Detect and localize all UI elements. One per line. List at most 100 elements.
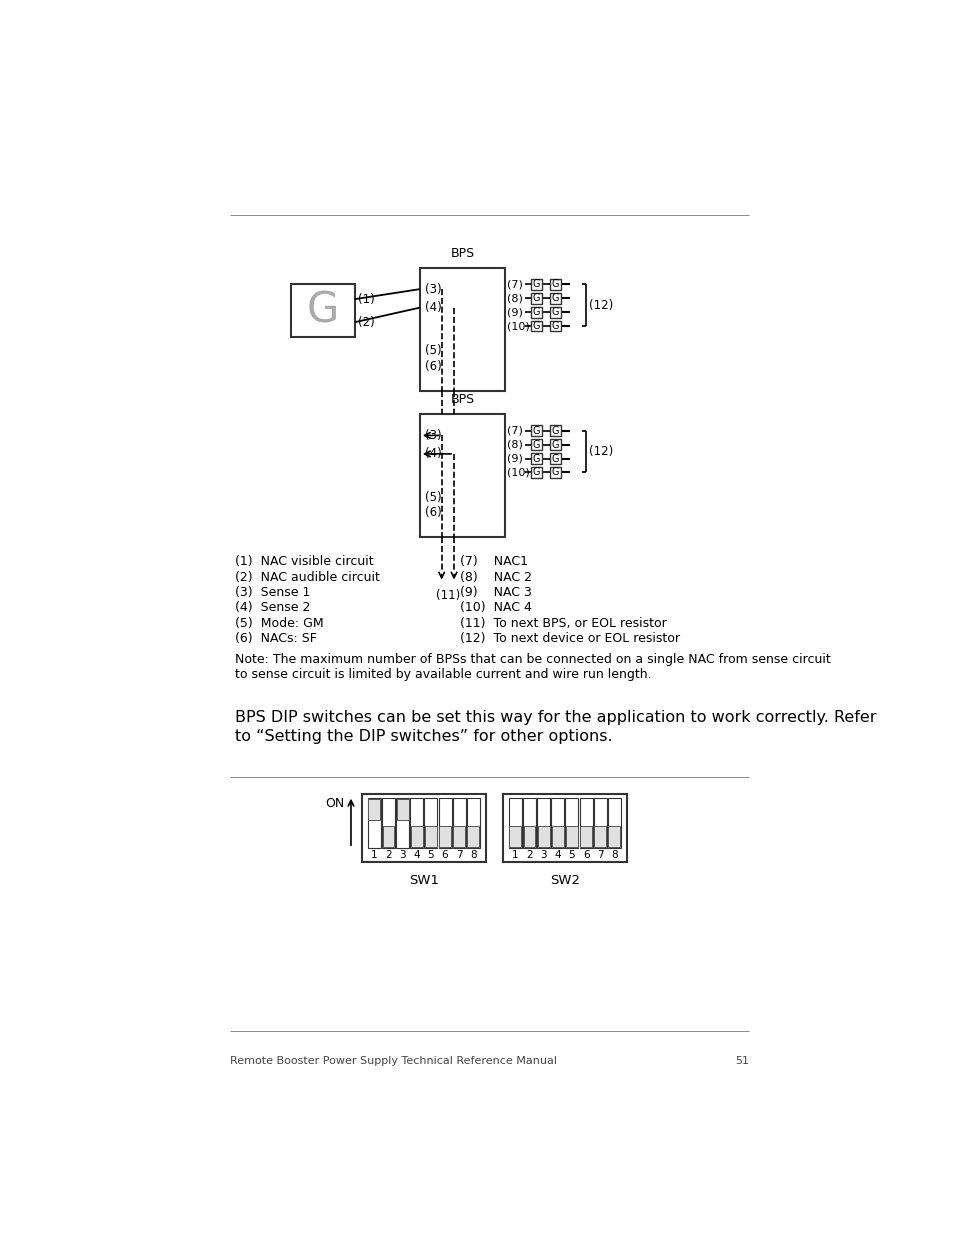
Text: ON: ON xyxy=(325,798,344,810)
Text: G: G xyxy=(532,294,539,304)
Text: G: G xyxy=(551,308,558,317)
Bar xyxy=(550,453,560,464)
Text: (3): (3) xyxy=(424,429,440,442)
Text: G: G xyxy=(532,308,539,317)
Text: 1: 1 xyxy=(512,850,518,860)
Bar xyxy=(550,425,560,436)
Text: (8): (8) xyxy=(506,440,522,450)
Text: 1: 1 xyxy=(371,850,377,860)
Text: (9): (9) xyxy=(506,308,522,317)
Text: 6: 6 xyxy=(582,850,589,860)
Text: (1)  NAC visible circuit: (1) NAC visible circuit xyxy=(235,556,374,568)
Bar xyxy=(381,798,395,848)
Bar xyxy=(419,414,505,537)
Text: G: G xyxy=(551,294,558,304)
Bar xyxy=(410,798,423,848)
Bar xyxy=(608,826,619,847)
Bar xyxy=(550,321,560,331)
Bar xyxy=(382,826,394,847)
Text: (4): (4) xyxy=(424,301,441,314)
Bar xyxy=(550,279,560,290)
Text: SW1: SW1 xyxy=(409,874,438,887)
Text: G: G xyxy=(551,321,558,331)
Text: (10): (10) xyxy=(506,467,529,478)
Bar xyxy=(466,798,479,848)
Bar xyxy=(565,826,578,847)
Text: G: G xyxy=(532,279,539,289)
Bar xyxy=(565,798,578,848)
Text: BPS: BPS xyxy=(450,393,475,406)
Bar xyxy=(467,826,478,847)
Bar xyxy=(550,306,560,317)
Text: (6)  NACs: SF: (6) NACs: SF xyxy=(235,632,317,645)
Text: 7: 7 xyxy=(456,850,462,860)
Text: (5)  Mode: GM: (5) Mode: GM xyxy=(235,616,324,630)
Bar xyxy=(411,826,422,847)
Bar xyxy=(530,306,541,317)
Bar xyxy=(509,826,520,847)
Bar xyxy=(424,826,436,847)
Bar xyxy=(579,826,592,847)
Text: (6): (6) xyxy=(424,506,441,519)
Bar xyxy=(438,826,451,847)
Text: G: G xyxy=(532,426,539,436)
Text: (4): (4) xyxy=(424,447,441,461)
Text: G: G xyxy=(532,453,539,463)
Bar xyxy=(607,798,620,848)
Text: (10)  NAC 4: (10) NAC 4 xyxy=(459,601,532,614)
Text: G: G xyxy=(307,290,339,332)
Text: (2): (2) xyxy=(357,316,375,329)
Text: 4: 4 xyxy=(413,850,419,860)
Text: 5: 5 xyxy=(427,850,434,860)
Bar xyxy=(530,440,541,450)
Text: 6: 6 xyxy=(441,850,448,860)
Bar xyxy=(438,798,451,848)
Text: Remote Booster Power Supply Technical Reference Manual: Remote Booster Power Supply Technical Re… xyxy=(230,1056,557,1066)
Text: (10): (10) xyxy=(506,321,529,331)
Bar xyxy=(291,284,355,337)
Text: 2: 2 xyxy=(385,850,392,860)
Text: G: G xyxy=(551,440,558,450)
Bar xyxy=(530,425,541,436)
Bar xyxy=(453,826,465,847)
Bar xyxy=(552,826,563,847)
Bar xyxy=(537,826,549,847)
Text: 2: 2 xyxy=(526,850,533,860)
Bar xyxy=(368,798,380,848)
Bar xyxy=(550,467,560,478)
Text: 3: 3 xyxy=(539,850,546,860)
Text: G: G xyxy=(551,453,558,463)
Bar xyxy=(530,279,541,290)
Text: (1): (1) xyxy=(357,293,375,305)
Bar xyxy=(361,794,485,862)
Text: (5): (5) xyxy=(424,490,440,504)
Text: Note: The maximum number of BPSs that can be connected on a single NAC from sens: Note: The maximum number of BPSs that ca… xyxy=(235,652,830,680)
Bar xyxy=(550,440,560,450)
Text: (2)  NAC audible circuit: (2) NAC audible circuit xyxy=(235,571,380,584)
Text: (7): (7) xyxy=(506,426,522,436)
Text: (4)  Sense 2: (4) Sense 2 xyxy=(235,601,311,614)
Bar xyxy=(453,798,465,848)
Text: 8: 8 xyxy=(611,850,617,860)
Text: BPS DIP switches can be set this way for the application to work correctly. Refe: BPS DIP switches can be set this way for… xyxy=(235,710,876,725)
Bar xyxy=(537,798,550,848)
Bar xyxy=(523,826,535,847)
Bar xyxy=(579,798,592,848)
Bar xyxy=(530,453,541,464)
Text: G: G xyxy=(532,321,539,331)
Text: G: G xyxy=(551,279,558,289)
Text: to “Setting the DIP switches” for other options.: to “Setting the DIP switches” for other … xyxy=(235,729,613,743)
Text: 3: 3 xyxy=(399,850,405,860)
Bar xyxy=(551,798,564,848)
Bar xyxy=(594,826,605,847)
Text: (11): (11) xyxy=(436,589,459,601)
Text: 7: 7 xyxy=(597,850,603,860)
Text: (5): (5) xyxy=(424,345,440,357)
Text: (11)  To next BPS, or EOL resistor: (11) To next BPS, or EOL resistor xyxy=(459,616,666,630)
Text: 5: 5 xyxy=(568,850,575,860)
Bar xyxy=(502,794,626,862)
Text: (12)  To next device or EOL resistor: (12) To next device or EOL resistor xyxy=(459,632,679,645)
Text: G: G xyxy=(551,426,558,436)
Bar xyxy=(530,293,541,304)
Bar xyxy=(508,798,521,848)
